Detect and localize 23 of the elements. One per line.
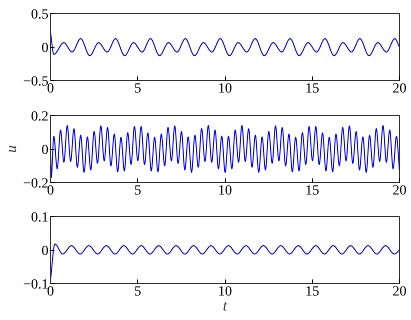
y-tick-label: −0.5 xyxy=(23,74,49,90)
x-tick-label: 20 xyxy=(392,82,406,96)
y-tick-label: 0.2 xyxy=(31,110,48,124)
x-axis-title: t xyxy=(222,298,228,314)
y-tick-label: 0.1 xyxy=(31,210,48,226)
x-tick-label: 15 xyxy=(305,284,320,300)
x-tick-label: 10 xyxy=(218,184,232,198)
y-tick-label: 0.5 xyxy=(31,8,48,22)
y-tick-label: −0.1 xyxy=(23,278,49,292)
x-tick-label: 10 xyxy=(218,284,232,300)
x-tick-label: 20 xyxy=(392,284,406,300)
y-tick-label: 0 xyxy=(42,41,48,56)
x-tick-label: 20 xyxy=(392,184,406,198)
y-tick-label: −0.2 xyxy=(23,176,49,192)
y-axis-title: u xyxy=(4,145,20,153)
x-tick-label: 15 xyxy=(305,82,320,96)
y-tick-label: 0 xyxy=(42,143,48,158)
x-tick-label: 15 xyxy=(305,184,320,198)
x-tick-label: 5 xyxy=(134,82,142,96)
x-tick-label: 5 xyxy=(134,184,142,198)
x-tick-label: 10 xyxy=(218,82,232,96)
x-tick-label: 5 xyxy=(134,284,142,300)
y-tick-label: 0 xyxy=(42,244,48,259)
